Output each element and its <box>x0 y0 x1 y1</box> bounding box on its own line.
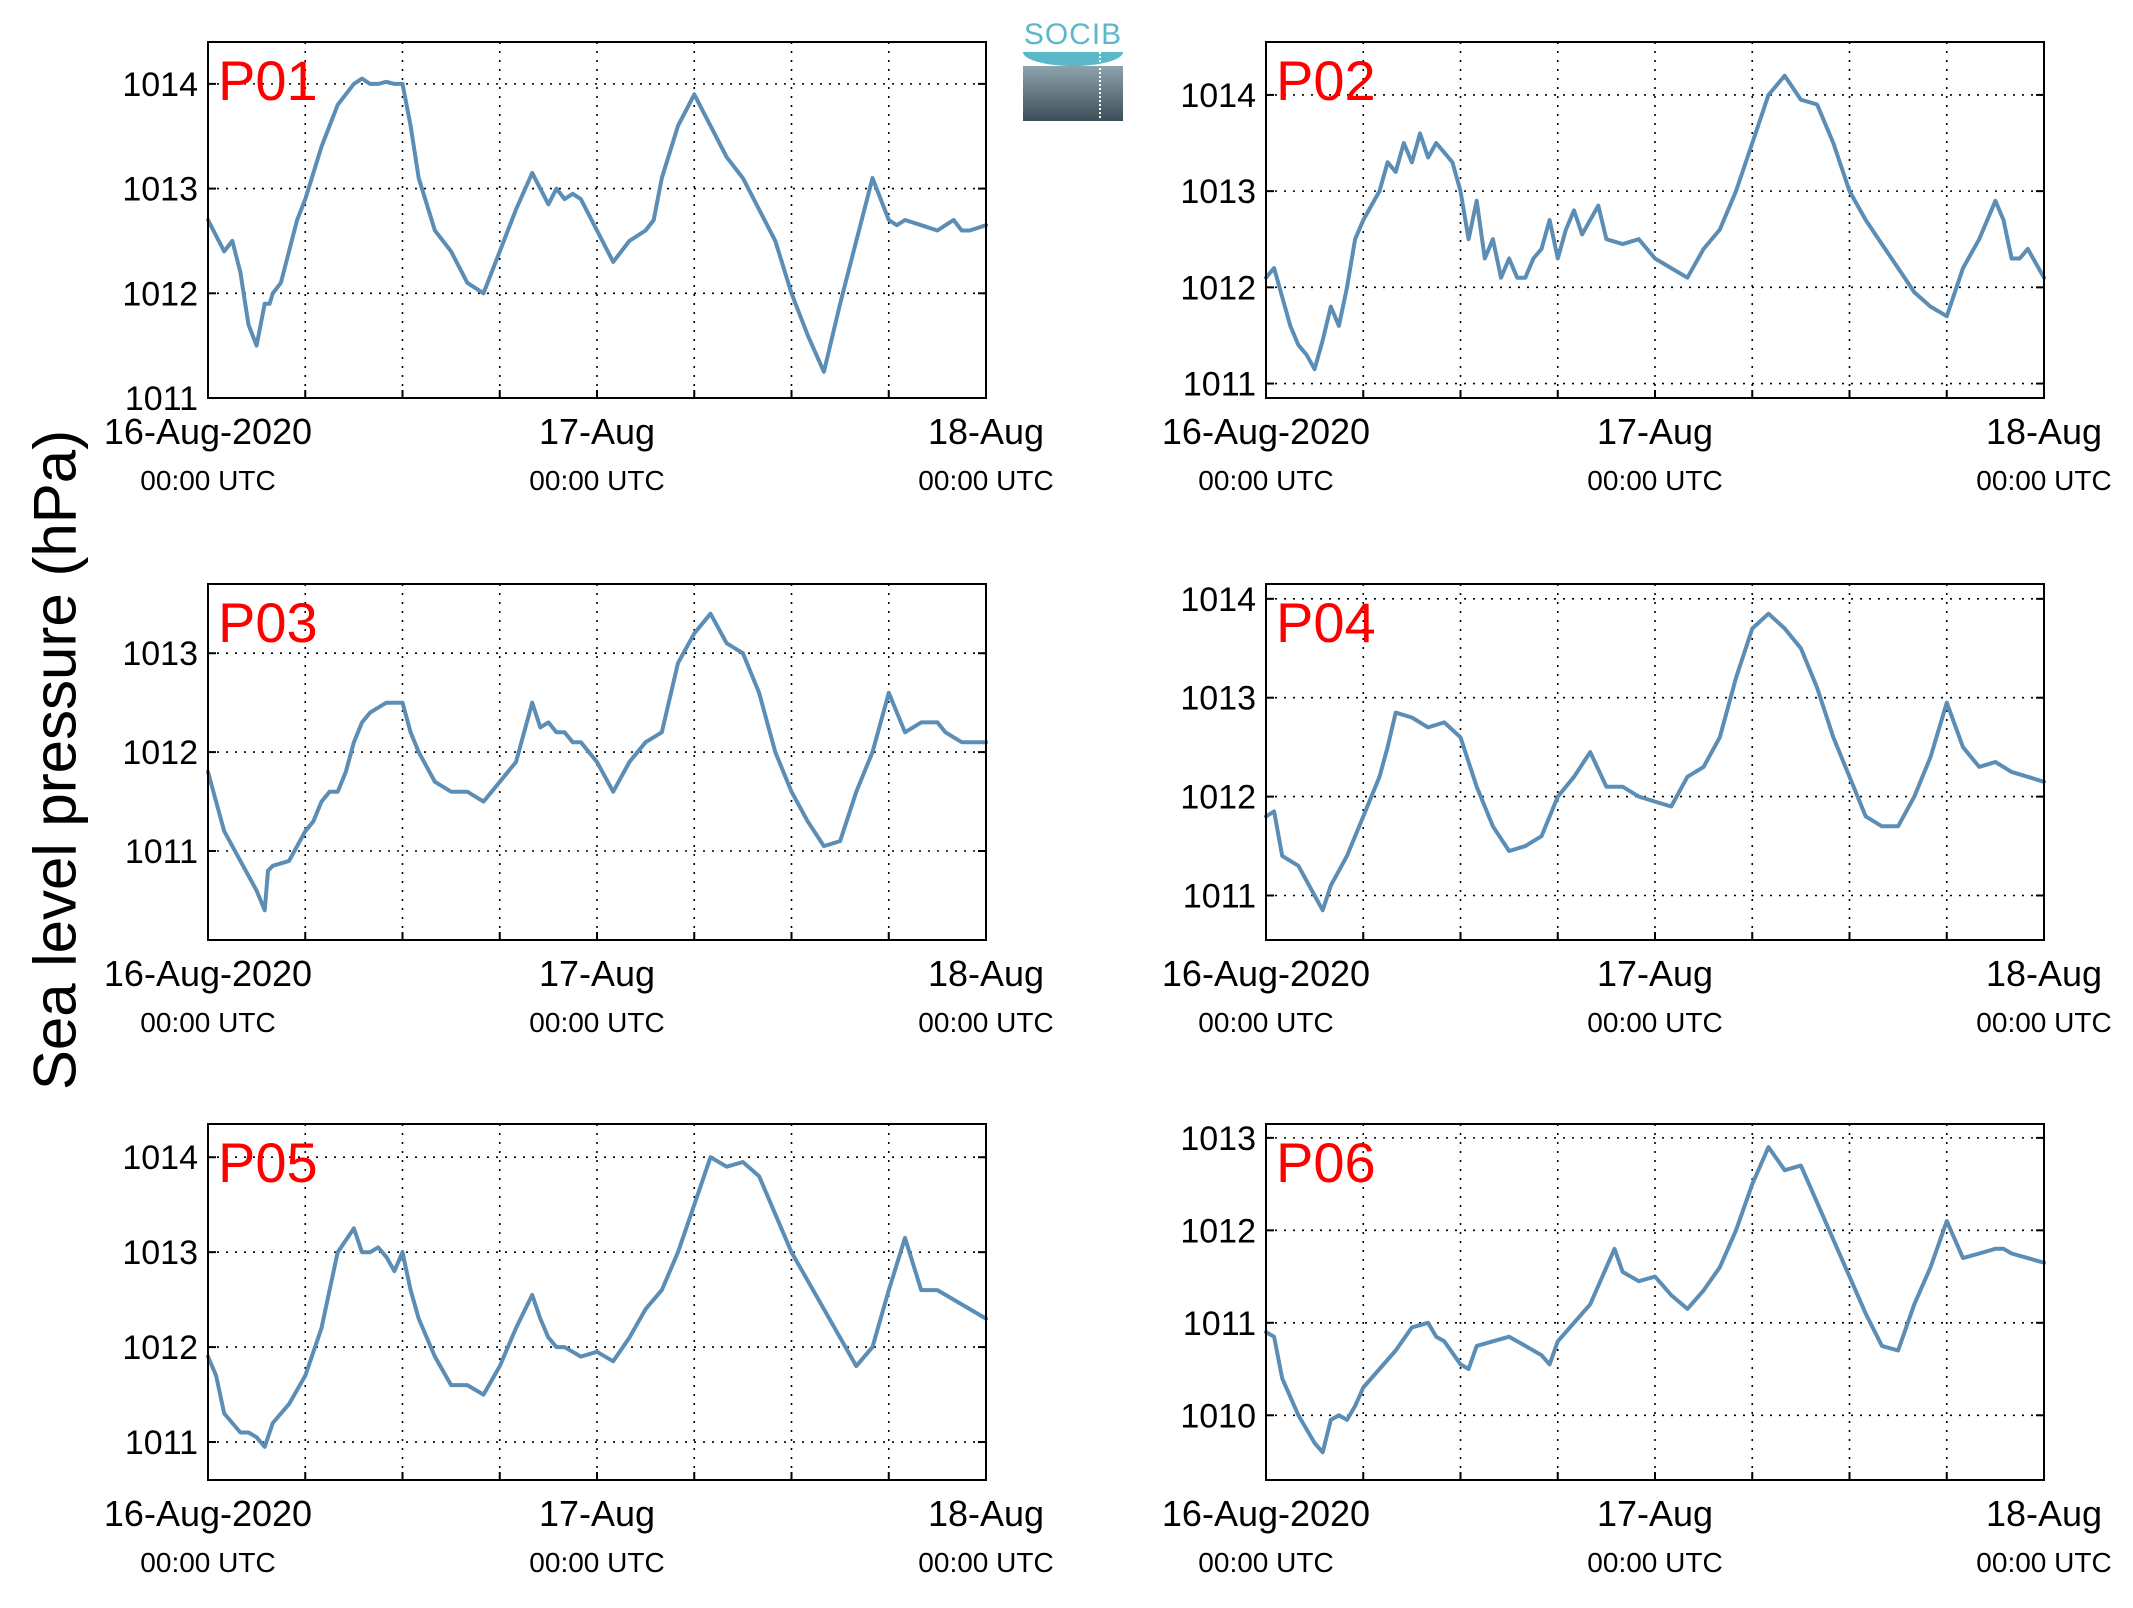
x-tick-label-time: 00:00 UTC <box>529 1547 664 1578</box>
axes-frame <box>1265 1123 2045 1481</box>
panel-label: P01 <box>218 49 318 112</box>
x-tick-label-time: 00:00 UTC <box>1587 465 1722 496</box>
axes-frame <box>1265 583 2045 941</box>
x-tick-label-date: 17-Aug <box>1597 411 1713 452</box>
x-tick-label-time: 00:00 UTC <box>529 1007 664 1038</box>
x-tick-label-time: 00:00 UTC <box>1198 1007 1333 1038</box>
y-tick-label: 1013 <box>122 1234 198 1272</box>
panel-label: P06 <box>1276 1131 1376 1194</box>
series-line <box>1264 73 2046 372</box>
panel-p04: 1011 1012 1013 1014 16-Aug-2020 00:00 UTC 17-A… <box>1162 581 2112 1038</box>
y-tick-label: 1012 <box>122 275 198 313</box>
x-tick-label-date: 16-Aug-2020 <box>1162 1493 1370 1534</box>
logo-body <box>1023 66 1123 121</box>
x-tick-label-time: 00:00 UTC <box>1976 1007 2111 1038</box>
x-tick-label-time: 00:00 UTC <box>918 1547 1053 1578</box>
x-tick-label-date: 18-Aug <box>928 953 1044 994</box>
panel-p01: 1011 1012 1013 1014 16-Aug-2020 00:00 UTC 17-A… <box>104 41 1054 496</box>
x-tick-label-time: 00:00 UTC <box>1976 465 2111 496</box>
y-tick-label: 1014 <box>1180 77 1256 115</box>
panel-p02: 1011 1012 1013 1014 16-Aug-2020 00:00 UTC 17-A… <box>1162 41 2112 496</box>
x-tick-label-time: 00:00 UTC <box>1198 465 1333 496</box>
x-tick-label-date: 16-Aug-2020 <box>104 411 312 452</box>
x-tick-label-date: 17-Aug <box>1597 1493 1713 1534</box>
ylabel-container: Sea level pressure (hPa) <box>0 0 110 1608</box>
panel-label: P03 <box>218 591 318 654</box>
y-tick-label: 1013 <box>1180 1120 1256 1158</box>
series-line <box>206 1155 988 1449</box>
x-tick-label-date: 17-Aug <box>539 1493 655 1534</box>
logo-dotted-line <box>1099 52 1101 118</box>
y-tick-label: 1012 <box>122 1329 198 1367</box>
panel-label: P04 <box>1276 591 1376 654</box>
y-tick-label: 1011 <box>1183 878 1256 916</box>
x-tick-label-date: 18-Aug <box>1986 1493 2102 1534</box>
series-line <box>1264 611 2046 913</box>
x-tick-label-date: 18-Aug <box>1986 953 2102 994</box>
y-tick-label: 1011 <box>1183 366 1256 404</box>
y-tick-label: 1012 <box>1180 1212 1256 1250</box>
y-tick-label: 1011 <box>125 1424 198 1462</box>
x-tick-label-time: 00:00 UTC <box>1198 1547 1333 1578</box>
x-tick-label-date: 17-Aug <box>539 411 655 452</box>
panel-p05: 1011 1012 1013 1014 16-Aug-2020 00:00 UTC 17-A… <box>104 1123 1054 1578</box>
panel-label: P02 <box>1276 49 1376 112</box>
y-tick-label: 1011 <box>125 380 198 418</box>
y-tick-label: 1014 <box>122 1139 198 1177</box>
x-tick-label-time: 00:00 UTC <box>918 465 1053 496</box>
y-tick-label: 1013 <box>122 635 198 673</box>
x-tick-label-time: 00:00 UTC <box>1976 1547 2111 1578</box>
y-tick-label: 1011 <box>1183 1305 1256 1343</box>
y-tick-label: 1014 <box>122 66 198 104</box>
y-tick-label: 1013 <box>122 171 198 209</box>
panel-p03: 1011 1012 1013 16-Aug-2020 00:00 UTC 17-Aug 00… <box>104 583 1054 1038</box>
x-tick-label-time: 00:00 UTC <box>1587 1007 1722 1038</box>
x-tick-label-time: 00:00 UTC <box>140 1007 275 1038</box>
y-tick-label: 1012 <box>122 734 198 772</box>
x-tick-label-date: 17-Aug <box>1597 953 1713 994</box>
y-axis-label: Sea level pressure (hPa) <box>21 429 89 1091</box>
y-tick-label: 1012 <box>1180 269 1256 307</box>
x-tick-label-time: 00:00 UTC <box>918 1007 1053 1038</box>
x-tick-label-date: 16-Aug-2020 <box>1162 411 1370 452</box>
logo-wave <box>1023 52 1123 66</box>
x-tick-label-date: 18-Aug <box>928 411 1044 452</box>
x-tick-label-time: 00:00 UTC <box>529 465 664 496</box>
y-tick-label: 1012 <box>1180 779 1256 817</box>
series-line <box>206 76 988 374</box>
x-tick-label-date: 16-Aug-2020 <box>104 953 312 994</box>
panel-label: P05 <box>218 1131 318 1194</box>
x-tick-label-date: 17-Aug <box>539 953 655 994</box>
x-tick-label-time: 00:00 UTC <box>140 1547 275 1578</box>
x-tick-label-date: 16-Aug-2020 <box>1162 953 1370 994</box>
series-line <box>206 611 988 913</box>
axes-frame <box>1265 41 2045 399</box>
x-tick-label-date: 18-Aug <box>928 1493 1044 1534</box>
x-tick-label-time: 00:00 UTC <box>1587 1547 1722 1578</box>
axes-frame <box>207 41 987 399</box>
series-line <box>1264 1145 2046 1455</box>
panel-p06: 1010 1011 1012 1013 16-Aug-2020 00:00 UTC 17-A… <box>1162 1120 2112 1578</box>
y-tick-label: 1014 <box>1180 581 1256 619</box>
y-tick-label: 1010 <box>1180 1397 1256 1435</box>
y-tick-label: 1013 <box>1180 680 1256 718</box>
x-tick-label-time: 00:00 UTC <box>140 465 275 496</box>
logo-text: SOCIB <box>1023 18 1123 51</box>
y-tick-label: 1013 <box>1180 173 1256 211</box>
y-tick-label: 1011 <box>125 833 198 871</box>
x-tick-label-date: 16-Aug-2020 <box>104 1493 312 1534</box>
axes-frame <box>207 1123 987 1481</box>
axes-frame <box>207 583 987 941</box>
x-tick-label-date: 18-Aug <box>1986 411 2102 452</box>
socib-logo: SOCIB <box>1023 18 1123 121</box>
